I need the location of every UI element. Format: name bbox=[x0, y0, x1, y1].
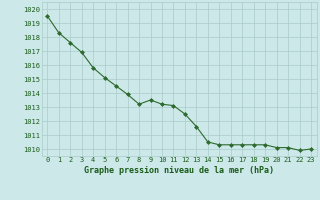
X-axis label: Graphe pression niveau de la mer (hPa): Graphe pression niveau de la mer (hPa) bbox=[84, 166, 274, 175]
